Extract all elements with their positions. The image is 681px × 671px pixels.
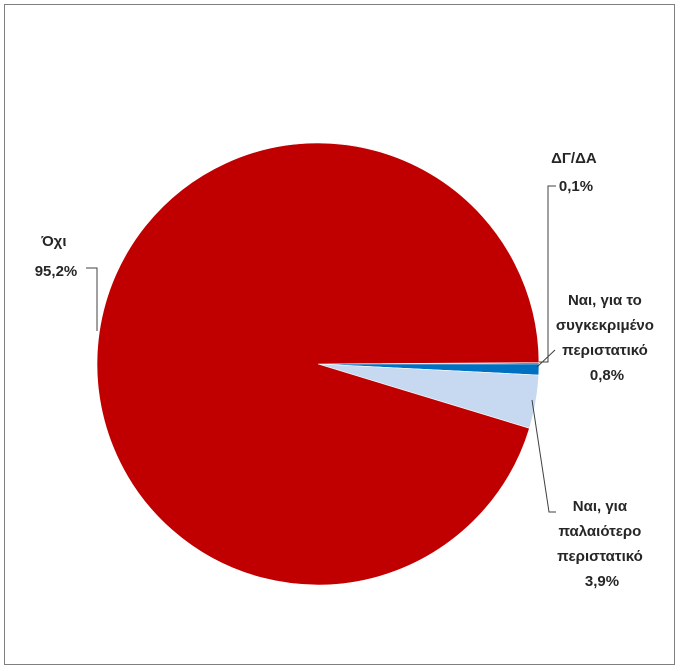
slice-label-previous-line1: Ναι, για: [573, 498, 628, 515]
slice-label-specific-incident: Ναι, για το συγκεκριμένο περιστατικό 0,8…: [556, 292, 658, 384]
slice-label-previous-line3: περιστατικό: [557, 548, 643, 565]
slice-label-ochi: Όχι 95,2%: [35, 233, 78, 280]
leader-line-3: [531, 399, 556, 513]
slice-label-dgda-value: 0,1%: [559, 178, 593, 195]
slice-label-previous-incident: Ναι, για παλαιότερο περιστατικό 3,9%: [557, 498, 647, 590]
slice-label-ochi-value: 95,2%: [35, 263, 78, 280]
leader-line-1: [539, 185, 556, 363]
slice-label-specific-line3: περιστατικό: [562, 342, 648, 359]
slice-label-dgda-name: ΔΓ/ΔΑ: [551, 150, 597, 167]
slice-label-previous-value: 3,9%: [585, 573, 619, 590]
slice-label-ochi-name: Όχι: [40, 233, 66, 250]
slice-label-specific-line1: Ναι, για το: [568, 292, 642, 309]
slice-label-specific-line2: συγκεκριμένο: [556, 317, 654, 334]
leader-line-0: [86, 267, 98, 331]
leader-lines: [86, 185, 556, 513]
pie-slice-0: [96, 142, 540, 586]
leader-line-2: [536, 349, 556, 368]
slice-label-specific-value: 0,8%: [590, 367, 624, 384]
pie-slices: [96, 142, 540, 586]
slice-label-dgda: ΔΓ/ΔΑ 0,1%: [551, 150, 601, 195]
slice-label-previous-line2: παλαιότερο: [558, 523, 641, 540]
